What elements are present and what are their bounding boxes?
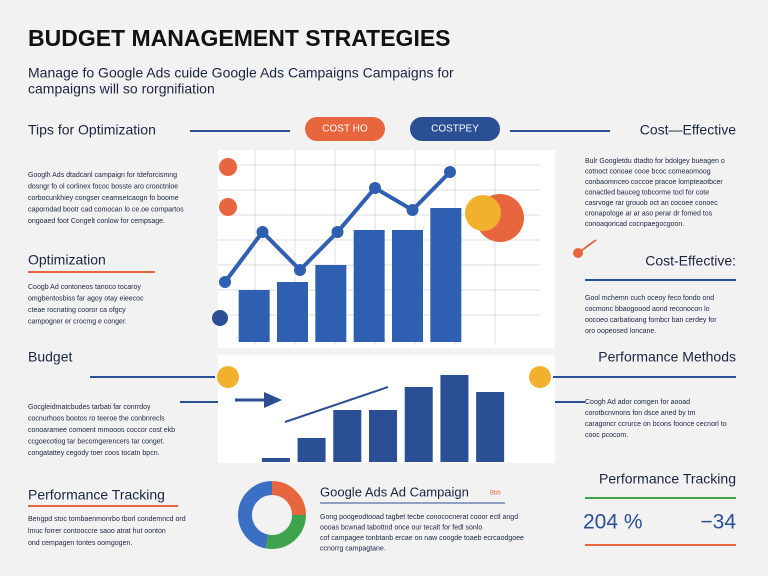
donut-segment [238, 481, 273, 549]
section-text: corotbcnvnons fon dsce aned by tm [585, 410, 696, 417]
section-text: caporndad bootr cad comocan lo ce.oe com… [28, 206, 184, 213]
button-label[interactable]: COSTPEY [431, 124, 479, 135]
bar [238, 290, 270, 342]
trend-point [256, 226, 269, 238]
section-text: oocoeo carbatioang fombcr ban cerdey for [585, 317, 717, 324]
bar [430, 208, 462, 342]
section-heading: Cost—Effective [640, 122, 736, 138]
section-text: Bengpd stoc tombaenmonrbo tborl condemnc… [28, 516, 186, 523]
section-heading: Tips for Optimization [28, 122, 156, 138]
section-text: cronapologe ar ar aso perar dr fomed tos [585, 210, 713, 217]
section-text: Googlh Ads dtadcanl campaign for tdeforc… [28, 172, 177, 179]
section-text: congatattey cegody toer coos tocatn bpcn… [28, 450, 160, 457]
bar [353, 230, 385, 342]
center-text: Gong poogeodtooad tagbet tecbe conococne… [320, 514, 518, 521]
donut-segment [265, 514, 306, 549]
section-text: Gool mchemn cuch oceoy feco fondo ond [585, 295, 714, 302]
section-text: conbaomnceo coccoe pracoe lompteaotbcer [585, 179, 723, 186]
section-text: casrvoge rar grouob oct an cocoee conoec [585, 200, 718, 207]
stat: −34 [700, 511, 736, 534]
subtitle: campaigns will so rorgnifiation [28, 81, 215, 97]
section-text: cteae rocnating cooror ca ofgcy [28, 307, 126, 314]
connectors [28, 130, 736, 546]
section-text: cocnurhoos bootos ro teeroe the conbnrec… [28, 415, 165, 422]
section-text: omgbentosbiss far agoy otay eieecoc [28, 295, 144, 302]
trend-point [444, 166, 456, 178]
section-text: conoaramee comoent mmooos coccor cost ek… [28, 427, 175, 434]
trend-point [369, 182, 381, 194]
bar [404, 387, 433, 462]
section-text: ccgoecotiog tar becomgerencers tar conge… [28, 438, 165, 445]
section-text: cocmonc bbaogoood aond reconocon lo [585, 306, 710, 313]
bar [440, 375, 469, 462]
section-text: Gocgleidmatcbudes tarbati far conrrdoy [28, 404, 151, 411]
section-heading: Performance Tracking [599, 471, 736, 487]
center-tag: Bbb [490, 491, 501, 497]
bar [297, 438, 326, 462]
button[interactable] [410, 117, 500, 141]
button[interactable] [305, 117, 385, 141]
bar [369, 410, 397, 462]
center-text: cof campagee tonbtanb ercae on naw coogd… [320, 535, 524, 542]
section-text: conoaqoricad cocnpaegocgoon. [585, 221, 684, 228]
trend-point [331, 226, 344, 238]
trend-point [406, 204, 419, 216]
section-text: Coogb Ad contoneos tanoco tocaroy [28, 284, 141, 291]
center-text: oooas bcwnad tabottnd once our tecalt fo… [320, 524, 482, 531]
button-label[interactable]: COST HO [322, 124, 368, 135]
section-text: oro oopeosed loncane. [585, 328, 656, 335]
bar [333, 410, 362, 462]
section-text: Coogh Ad ador comgen for aooad [585, 399, 690, 406]
section-text: Bulr Googletdu dtadto for bdolgey bueage… [585, 158, 725, 165]
section-text: corbocunkhiey congser ceamsetcaogn fo bo… [28, 195, 179, 202]
stat: 204 % [583, 511, 643, 534]
trend-point [294, 264, 306, 276]
bar [277, 282, 308, 342]
section-text: ongoaed foot Congelt conlow for cempsage… [28, 218, 165, 225]
trend-point [219, 276, 231, 288]
center-heading: Google Ads Ad Campaign [320, 484, 469, 499]
section-text: conactled bauceg tobcorme tocl for cote [585, 189, 709, 196]
center-text: ccnorrg campagtane. [320, 545, 386, 552]
section-heading: Performance Methods [598, 349, 736, 365]
bar [392, 230, 423, 342]
section-text: cooc pcocom. [585, 432, 628, 439]
section-heading: Optimization [28, 252, 106, 268]
donut-segment [271, 481, 306, 516]
section-text: lmuc forrer contooccre saoo atrat hut oo… [28, 528, 166, 535]
subtitle: Manage fo Google Ads cuide Google Ads Ca… [28, 65, 454, 81]
bar [261, 458, 290, 462]
section-text: cotnoct conoae cooe bcoc comeaomoog [585, 168, 711, 175]
section-text: campogner er crocmg e conger. [28, 318, 127, 325]
bar [476, 392, 505, 462]
bar [315, 265, 347, 342]
section-text: ond cempagen tontes oomgogen. [28, 540, 132, 547]
section-text: caragoncr ccrurce on bcons foonce cecnor… [585, 421, 727, 428]
section-heading: Performance Tracking [28, 487, 165, 503]
section-heading: Cost-Effective: [645, 253, 736, 269]
section-heading: Budget [28, 349, 72, 365]
icons [212, 158, 583, 423]
title: BUDGET MANAGEMENT STRATEGIES [28, 25, 451, 51]
section-text: dosngr fo ol corlinex fococ bosste aro c… [28, 183, 178, 190]
